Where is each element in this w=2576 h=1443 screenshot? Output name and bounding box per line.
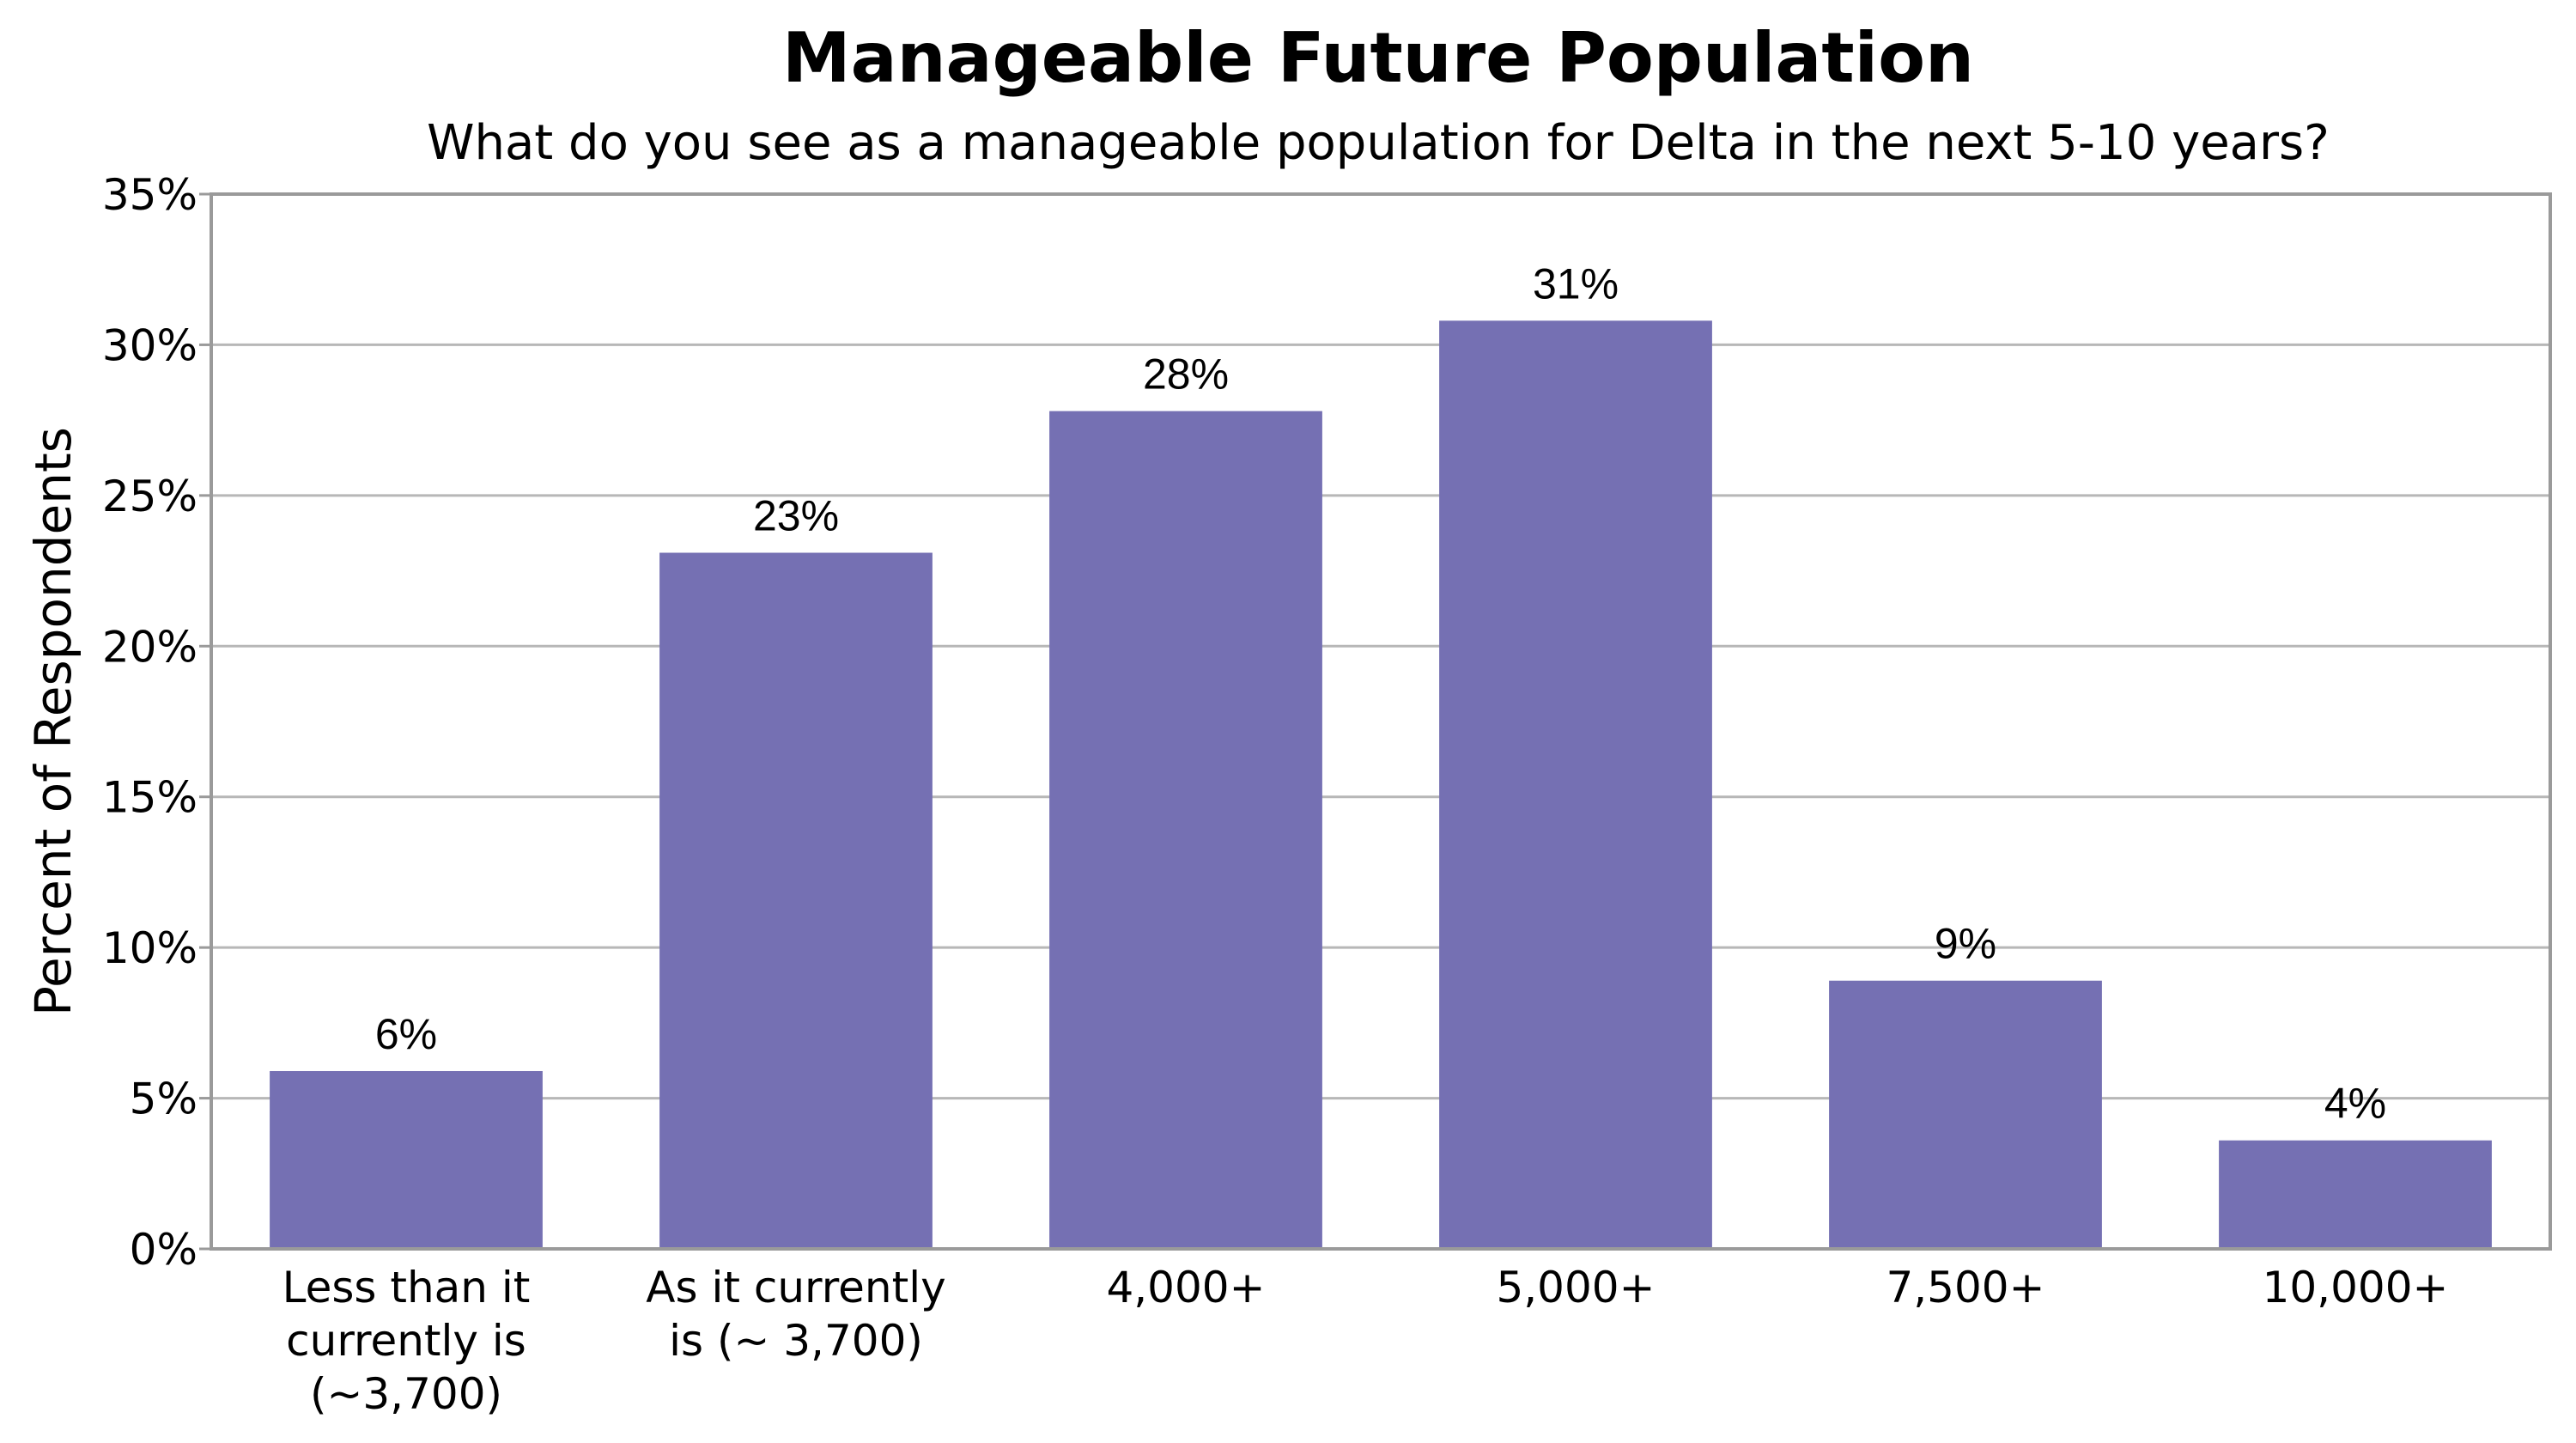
plot-frame	[210, 192, 2552, 1251]
x-tick-label: 10,000+	[2263, 1263, 2449, 1312]
x-tick-label: As it currently is (~ 3,700)	[646, 1263, 945, 1366]
bar	[1829, 980, 2102, 1249]
y-tick-label: 30%	[102, 320, 197, 370]
plot-border	[210, 192, 2552, 1251]
gridlines	[199, 192, 2550, 1251]
x-tick-label: 7,500+	[1886, 1263, 2044, 1312]
data-label: 31%	[1533, 259, 1619, 307]
y-tick-label: 10%	[102, 923, 197, 973]
data-label: 9%	[1935, 920, 1996, 968]
y-tick-label: 15%	[102, 773, 197, 823]
data-label: 4%	[2324, 1080, 2386, 1128]
y-tick-label: 25%	[102, 472, 197, 521]
chart-title: Manageable Future Population	[782, 18, 1974, 98]
y-tick-label: 35%	[102, 170, 197, 220]
data-label: 28%	[1143, 350, 1229, 399]
data-labels: 6% 23% 28% 31% 9% 4%	[375, 259, 2386, 1127]
bars	[270, 320, 2492, 1249]
data-label: 6%	[375, 1010, 437, 1058]
bar	[1439, 320, 1712, 1249]
x-tick-labels: Less than it currently is (~3,700) As it cu…	[283, 1263, 2449, 1419]
chart-subtitle: What do you see as a manageable populati…	[427, 115, 2330, 171]
y-tick-label: 5%	[130, 1075, 197, 1124]
bar	[270, 1070, 543, 1249]
y-tick-label: 0%	[130, 1225, 197, 1275]
x-tick-label: 4,000+	[1106, 1263, 1265, 1312]
bar	[1049, 411, 1322, 1249]
x-tick-label: Less than it currently is (~3,700)	[283, 1263, 531, 1419]
y-tick-label: 20%	[102, 622, 197, 672]
y-tick-labels: 0% 5% 10% 15% 20% 25% 30% 35%	[102, 170, 197, 1275]
x-tick-label: 5,000+	[1496, 1263, 1655, 1312]
y-axis-label: Percent of Respondents	[24, 427, 82, 1016]
data-label: 23%	[753, 492, 839, 540]
bar	[659, 552, 933, 1249]
bar	[2219, 1140, 2492, 1249]
